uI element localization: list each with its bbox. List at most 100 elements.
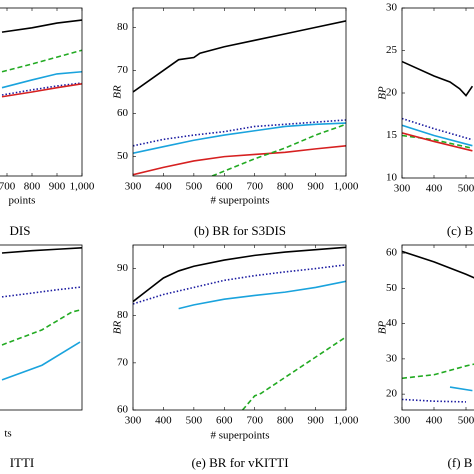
- x-tick-label: 800: [277, 415, 294, 427]
- plot-frame: [132, 7, 347, 177]
- plot-lines: [402, 60, 474, 152]
- caption: DIS: [10, 223, 31, 238]
- y-tick-label: 80: [117, 21, 129, 33]
- caption: ITTI: [10, 455, 35, 470]
- plot-frame: [401, 7, 474, 179]
- y-axis-label: BP: [377, 321, 389, 335]
- y-tick-label: 30: [386, 352, 398, 364]
- series-line: [402, 134, 473, 150]
- plot-frame: [132, 244, 347, 411]
- x-tick-label: 300: [125, 181, 142, 193]
- x-tick-label: 700: [0, 181, 16, 193]
- series-line: [1, 83, 82, 98]
- panel: ITTI ts: [0, 244, 83, 470]
- series-line: [1, 82, 82, 96]
- y-tick-label: 50: [117, 150, 129, 162]
- series-line: [1, 309, 81, 346]
- plot-frame: [401, 244, 474, 411]
- x-tick-label: 500: [186, 415, 203, 427]
- panel: 700 800 900 1,000 DIS points: [0, 7, 95, 238]
- panel: 300 400 500 600 700 800 900 1,000 60 70 80 90 (e) BR…: [112, 244, 359, 470]
- x-tick-label: 600: [216, 181, 233, 193]
- series-line: [133, 264, 346, 305]
- plot-frame: [0, 7, 83, 177]
- x-tick-label: 400: [426, 183, 443, 195]
- series-line: [1, 247, 82, 254]
- y-tick-label: 15: [386, 129, 398, 141]
- x-tick-label: 1,000: [334, 181, 359, 193]
- x-tick-label: 400: [155, 415, 172, 427]
- plot-lines: [1, 19, 82, 98]
- x-axis-label: ts: [4, 428, 11, 440]
- x-tick-label: 500: [186, 181, 203, 193]
- x-tick-label: 1,000: [334, 415, 359, 427]
- caption: (e) BR for vKITTI: [191, 455, 288, 470]
- y-tick-label: 60: [117, 404, 129, 416]
- series-line: [133, 246, 346, 303]
- x-tick-label: 500: [458, 183, 474, 195]
- y-tick-label: 60: [117, 107, 129, 119]
- series-line: [1, 341, 81, 381]
- caption: (f) B: [448, 455, 473, 470]
- x-tick-label: 400: [426, 415, 443, 427]
- panel: 300 400 500 10 15 20 25 30 (c) B BP: [377, 2, 474, 238]
- y-tick-label: 70: [117, 64, 129, 76]
- panel: 300 400 500 20 30 40 50 60 (f) B BP: [377, 244, 474, 470]
- series-line: [133, 20, 346, 93]
- y-axis-label: BR: [112, 85, 124, 99]
- y-tick-label: 30: [386, 2, 398, 14]
- y-tick-label: 90: [117, 262, 129, 274]
- series-line: [241, 336, 346, 410]
- x-tick-label: 300: [125, 415, 142, 427]
- series-line: [178, 280, 346, 310]
- series-line: [1, 49, 82, 73]
- series-line: [402, 132, 473, 152]
- series-line: [133, 122, 346, 154]
- x-axis-label: # superpoints: [211, 195, 270, 207]
- x-tick-label: 900: [49, 181, 66, 193]
- y-axis-label: BP: [377, 86, 389, 100]
- y-tick-label: 10: [386, 172, 398, 184]
- series-line: [1, 70, 82, 89]
- y-tick-label: 70: [117, 356, 129, 368]
- x-tick-label: 800: [277, 181, 294, 193]
- series-line: [402, 124, 473, 147]
- series-line: [449, 386, 473, 392]
- x-tick-label: 900: [307, 415, 324, 427]
- x-tick-label: 900: [307, 181, 324, 193]
- y-tick-label: 25: [386, 44, 398, 56]
- y-tick-label: 80: [117, 309, 129, 321]
- x-axis-label: # superpoints: [211, 430, 270, 442]
- x-tick-label: 1,000: [70, 181, 95, 193]
- series-line: [133, 145, 346, 176]
- series-line: [211, 123, 346, 176]
- x-tick-label: 700: [246, 415, 263, 427]
- y-axis-label: BR: [112, 321, 124, 335]
- x-tick-label: 400: [155, 181, 172, 193]
- y-tick-label: 20: [386, 388, 398, 400]
- x-tick-label: 300: [394, 415, 411, 427]
- caption: (c) B: [447, 223, 474, 238]
- series-line: [1, 286, 82, 298]
- plot-frame: [0, 244, 83, 411]
- series-line: [402, 117, 473, 141]
- x-axis-label: points: [9, 195, 36, 207]
- panel: 300 400 500 600 700 800 900 1,000 50 60 70 80 (b) BR…: [112, 7, 359, 238]
- y-tick-label: 60: [386, 247, 398, 259]
- y-tick-label: 50: [386, 282, 398, 294]
- plot-lines: [402, 250, 474, 403]
- series-line: [402, 250, 474, 279]
- y-tick-label: 40: [386, 317, 398, 329]
- series-line: [133, 119, 346, 147]
- x-tick-label: 300: [394, 183, 411, 195]
- x-tick-label: 800: [24, 181, 41, 193]
- series-line: [402, 60, 474, 97]
- series-line: [402, 398, 467, 403]
- plot-lines: [133, 246, 346, 410]
- y-tick-label: 20: [386, 87, 398, 99]
- x-tick-label: 600: [216, 415, 233, 427]
- x-tick-label: 500: [458, 415, 474, 427]
- plot-lines: [1, 247, 82, 381]
- series-line: [402, 363, 474, 380]
